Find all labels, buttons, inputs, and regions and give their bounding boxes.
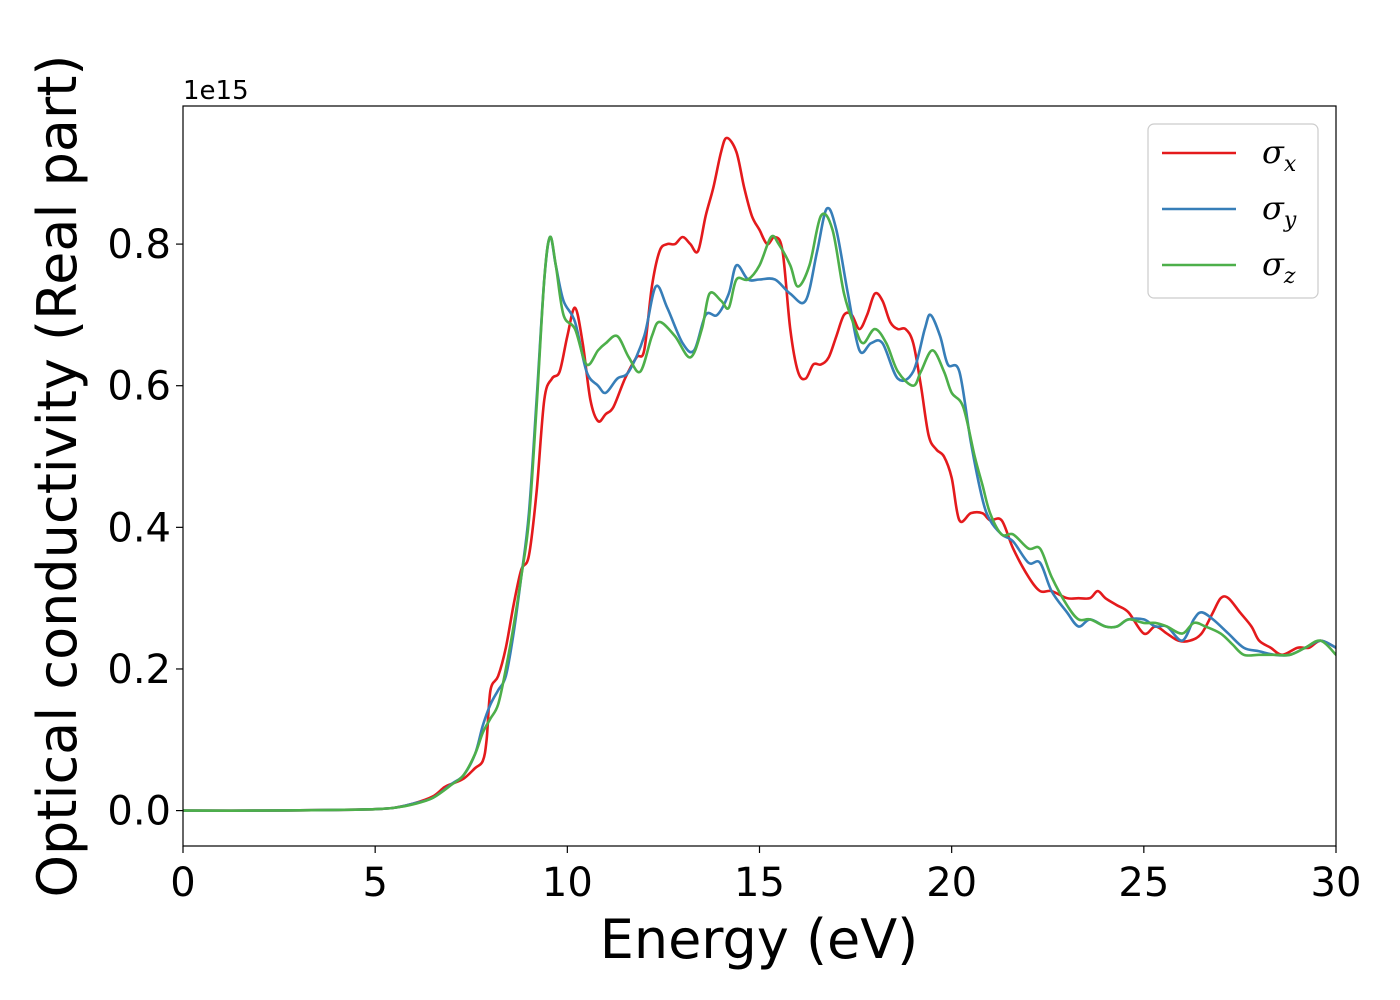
y-tick-label: 0.8 <box>107 222 171 268</box>
x-tick-label: 5 <box>362 860 387 906</box>
y-axis-title: Optical conductivity (Real part) <box>26 55 89 898</box>
x-tick-label: 20 <box>926 860 977 906</box>
y-offset-label: 1e15 <box>183 76 249 106</box>
x-tick-label: 15 <box>734 860 785 906</box>
legend-label-x: σx <box>1262 133 1297 177</box>
x-tick-label: 30 <box>1311 860 1362 906</box>
y-axis: 0.0 0.2 0.4 0.6 0.8 <box>107 222 183 835</box>
x-axis-title: Energy (eV) <box>600 908 919 971</box>
y-tick-label: 0.4 <box>107 505 171 551</box>
x-tick-label: 0 <box>170 860 195 906</box>
series-line-x <box>183 136 1336 812</box>
series-line-z <box>183 212 1336 812</box>
series-layer <box>183 136 1336 812</box>
y-tick-label: 0.6 <box>107 364 171 410</box>
x-tick-label: 10 <box>542 860 593 906</box>
legend-label-y: σy <box>1262 189 1297 233</box>
legend: σx σy σz <box>1147 123 1319 299</box>
x-tick-label: 25 <box>1118 860 1169 906</box>
y-tick-label: 0.2 <box>107 647 171 693</box>
y-tick-label: 0.0 <box>107 789 171 835</box>
legend-box <box>1147 123 1319 299</box>
x-axis: 0 5 10 15 20 25 30 <box>170 846 1361 906</box>
legend-label-z: σz <box>1262 245 1296 289</box>
